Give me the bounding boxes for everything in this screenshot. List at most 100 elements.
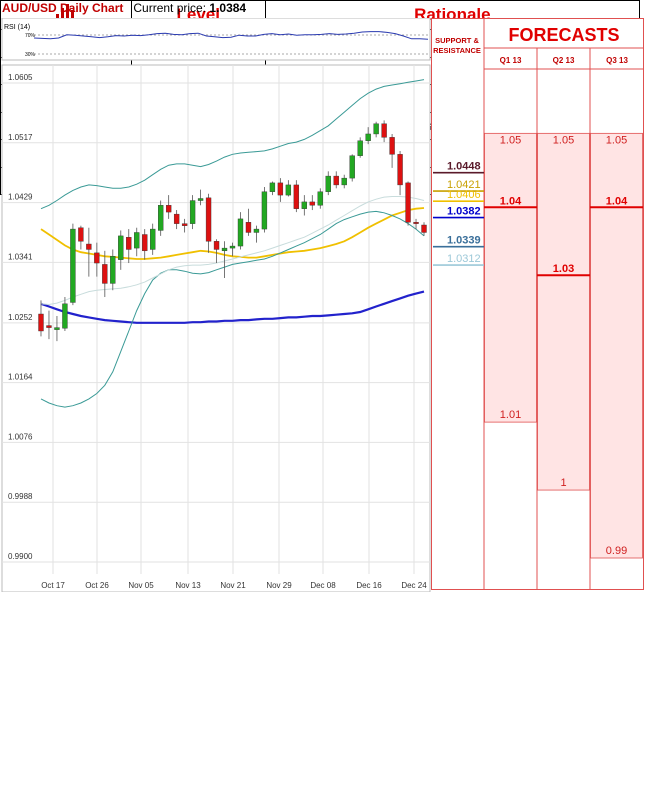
candle-bear [173,213,180,224]
x-tick-label: Nov 05 [128,581,154,590]
sr-level-value-3: 1.0382 [447,206,481,218]
candle-bull [221,247,228,252]
forecast-mid-q3: 1.04 [606,195,628,207]
rsi-label: RSI (14) [4,24,30,31]
sr-level-value-4: 1.0339 [447,235,481,247]
rsi-level-low-label: 30% [25,52,36,58]
candle-bear [333,175,339,186]
candle-bull [357,140,363,156]
candle-bear [142,234,148,252]
candle-bull [229,245,236,249]
current-price-value: 1.0384 [209,1,247,15]
candle-bear [389,137,395,155]
y-tick-label: 1.0164 [8,373,33,382]
forecast-high-q2: 1.05 [553,134,574,146]
x-tick-label: Nov 21 [220,581,246,590]
forecast-mid-q1: 1.04 [500,195,522,207]
candle-bull [197,198,204,201]
candle-bear [309,201,315,206]
quarter-q3-label: Q3 13 [606,56,628,65]
y-tick-label: 1.0605 [8,73,33,82]
series-line-0 [40,290,425,324]
candle-bear [181,223,188,226]
forecast-low-q1: 1.01 [500,409,521,421]
forecast-mid-q2: 1.03 [553,263,574,275]
series-line-3 [40,210,425,408]
forecast-low-q2: 1 [560,477,566,489]
forecast-low-q3: 0.99 [606,545,627,557]
candle-bear [405,182,411,223]
candle-bull [301,201,307,209]
sr-level-value-2: 1.0406 [447,189,481,201]
sr-level-value-1: 1.0421 [447,179,481,191]
forecast-range-q2 [537,132,590,491]
candle-bull [365,133,371,141]
sr-label-line2: RESISTANCE [433,46,481,55]
candlestick-chart: RSI (14) 70% 30% 1.0605 1.0517 1.0429 1.034… [1,18,431,592]
candle-bear [245,222,252,233]
x-tick-label: Dec 08 [310,581,336,590]
candle-bear [277,182,284,196]
quarter-q2-label: Q2 13 [553,56,575,65]
candle-bear [381,123,387,138]
candle-bear [102,264,108,284]
candle-bull [118,235,124,260]
candle-bull [269,182,276,192]
y-tick-label: 0.9900 [8,552,33,561]
candle-bull [325,175,331,192]
candle-bull [134,232,140,249]
candle-bear [165,205,172,213]
series-line-2 [40,79,425,210]
candle-bear [38,313,44,332]
y-tick-label: 1.0252 [8,313,33,322]
candle-bull [158,205,164,231]
chart-title: AUD/USD Daily Chart [2,1,124,15]
x-tick-label: Dec 16 [356,581,382,590]
candle-bear [421,224,427,233]
current-price-label: Current price: [133,1,207,15]
candle-bull [285,184,292,196]
candle-bull [253,228,260,233]
candle-bull [373,123,379,135]
y-tick-label: 1.0517 [8,133,33,142]
candle-bear [126,237,132,250]
candle-bull [70,228,76,303]
candle-bear [293,184,300,209]
candle-bull [317,191,323,206]
candle-bear [213,241,220,250]
candle-bull [237,218,244,247]
x-tick-label: Oct 17 [41,581,65,590]
candle-bull [341,177,347,186]
x-tick-label: Nov 29 [266,581,292,590]
candle-bear [413,222,419,224]
x-tick-label: Dec 24 [401,581,427,590]
candle-bull [261,191,268,230]
candle-bear [94,252,100,264]
forecast-panel: SUPPORT & RESISTANCE FORECASTS Q1 13 Q2 … [431,18,644,590]
candle-bull [62,303,68,329]
rsi-line [33,31,429,40]
forecast-high-q3: 1.05 [606,134,627,146]
x-tick-label: Oct 26 [85,581,109,590]
candle-bear [205,197,212,242]
y-tick-label: 1.0429 [8,193,33,202]
y-tick-label: 1.0341 [8,252,33,261]
candle-bull [150,228,156,250]
candle-bear [397,154,403,186]
sr-level-value-5: 1.0312 [447,253,481,265]
candle-bull [189,200,196,224]
candle-bear [78,227,84,242]
candle-bull [349,155,355,179]
x-tick-label: Nov 13 [175,581,201,590]
rsi-panel-frame [1,18,431,61]
quarter-q1-label: Q1 13 [500,56,522,65]
forecast-high-q1: 1.05 [500,134,521,146]
candle-bear [86,243,92,250]
candle-bull [54,327,60,330]
forecast-range-q3 [590,132,643,559]
candle-bear [46,325,52,328]
candle-bull [110,256,116,284]
price-panel-frame [1,64,431,592]
rsi-level-high-label: 70% [25,33,36,39]
y-tick-label: 0.9988 [8,492,33,501]
